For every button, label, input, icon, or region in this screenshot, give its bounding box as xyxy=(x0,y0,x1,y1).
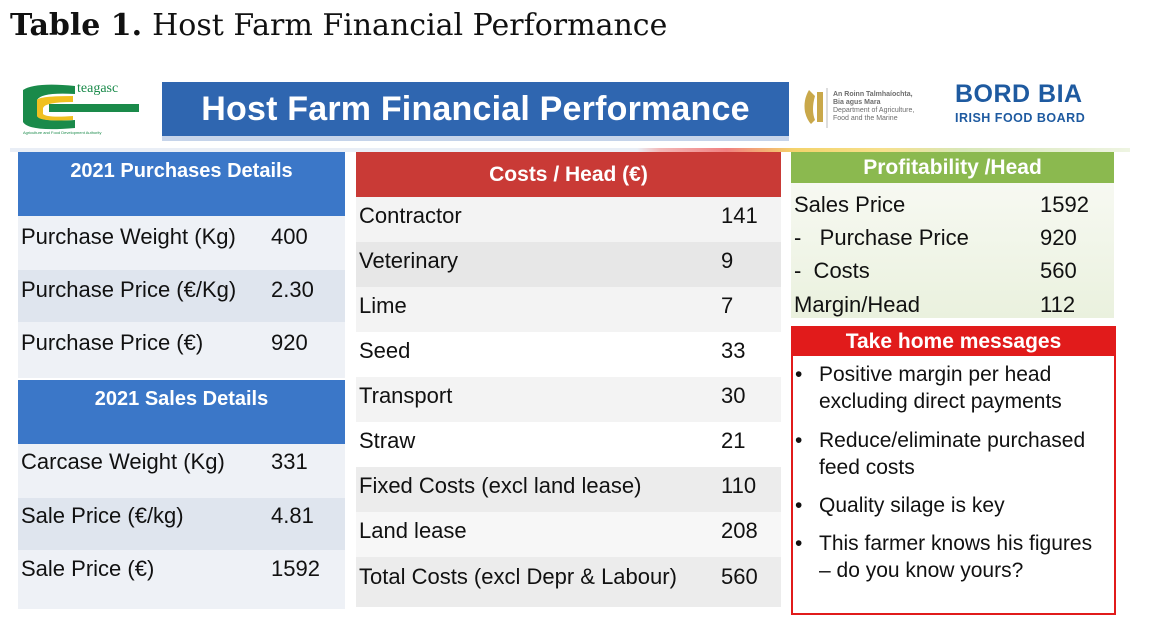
caption-label: Table 1. xyxy=(10,8,143,43)
message-text: Reduce/eliminate purchased feed costs xyxy=(819,429,1086,479)
message-text: Positive margin per head excluding direc… xyxy=(819,363,1062,413)
row-label: Land lease xyxy=(359,518,467,543)
table-row: - Purchase Price 920 xyxy=(794,225,1077,329)
band xyxy=(356,377,781,422)
take-home-messages-heading: Take home messages xyxy=(793,328,1114,356)
department-logo: An Roinn Talmhaíochta, Bia agus Mara Dep… xyxy=(804,88,914,128)
band xyxy=(18,498,345,550)
band xyxy=(356,422,781,467)
row-label: - Purchase Price xyxy=(794,225,969,250)
row-label: Carcase Weight (Kg) xyxy=(21,449,225,474)
row-label: Lime xyxy=(359,293,407,318)
band xyxy=(356,512,781,557)
row-value: 560 xyxy=(721,564,758,589)
band xyxy=(18,270,345,322)
row-label: Purchase Price (€/Kg) xyxy=(21,277,237,302)
band xyxy=(356,557,781,607)
row-label: Contractor xyxy=(359,203,462,228)
list-item: • Reduce/eliminate purchased feed costs xyxy=(795,427,1112,487)
band xyxy=(18,216,345,270)
dept-line-2: Bia agus Mara xyxy=(833,99,881,106)
row-label: Seed xyxy=(359,338,411,363)
teagasc-logo-text: teagasc xyxy=(77,81,118,96)
teagasc-tagline: Agriculture and Food Development Authori… xyxy=(23,130,102,135)
banner-title: Host Farm Financial Performance xyxy=(162,82,789,136)
bullet-icon: • xyxy=(795,494,803,517)
row-label: Straw xyxy=(359,428,416,453)
band xyxy=(356,242,781,287)
row-label: Veterinary xyxy=(359,248,459,273)
row-value: 331 xyxy=(271,449,308,474)
row-label: - Costs xyxy=(794,258,870,283)
row-value: 1592 xyxy=(1040,192,1089,217)
row-label: Sales Price xyxy=(794,192,906,217)
bullet-icon: • xyxy=(795,532,803,555)
teagasc-logo: teagasc Agriculture and Food Development… xyxy=(23,81,139,135)
bullet-icon: • xyxy=(795,363,803,386)
row-value: 1592 xyxy=(271,556,320,581)
purchases-sales-panel: 2021 Purchases Details Purchase Weight (… xyxy=(18,152,345,609)
row-label: Total Costs (excl Depr & Labour) xyxy=(359,564,677,589)
band xyxy=(356,197,781,242)
row-label: Purchase Weight (Kg) xyxy=(21,224,236,249)
profitability-panel xyxy=(791,183,1114,318)
band xyxy=(356,332,781,377)
profitability-heading: Profitability /Head xyxy=(791,152,1114,183)
row-value: 920 xyxy=(1040,225,1077,250)
message-text: This farmer knows his figures – do you k… xyxy=(819,532,1093,582)
purchases-heading: 2021 Purchases Details xyxy=(18,152,345,216)
band xyxy=(356,467,781,512)
row-value: 2.30 xyxy=(271,277,314,302)
list-item: • This farmer knows his figures – do you… xyxy=(795,530,1112,615)
costs-heading: Costs / Head (€) xyxy=(356,152,781,197)
row-value: 4.81 xyxy=(271,503,314,528)
band xyxy=(356,287,781,332)
row-label: Margin/Head xyxy=(794,292,920,317)
row-value: 400 xyxy=(271,224,308,249)
list-item: • Positive margin per head excluding dir… xyxy=(795,361,1112,421)
take-home-messages-box: Take home messages • Positive margin per… xyxy=(791,326,1116,615)
band xyxy=(18,322,345,378)
row-label: Transport xyxy=(359,383,453,408)
dept-line-1: An Roinn Talmhaíochta, xyxy=(833,91,913,98)
row-value: 7 xyxy=(721,293,734,318)
dept-line-3: Department of Agriculture, xyxy=(833,107,914,114)
bordbia-logo: BORD BIA IRISH FOOD BOARD xyxy=(955,80,1105,140)
costs-panel: Costs / Head (€) Contractor 141 Veterina… xyxy=(356,152,781,607)
color-strip xyxy=(10,148,1130,152)
row-value: 920 xyxy=(271,330,308,355)
dept-line-4: Food and the Marine xyxy=(833,115,898,122)
banner-stripe xyxy=(162,136,789,141)
row-value: 30 xyxy=(721,383,746,408)
list-item: • Quality silage is key xyxy=(795,492,1112,522)
caption-title: Host Farm Financial Performance xyxy=(152,8,668,43)
band xyxy=(18,444,345,498)
row-value: 21 xyxy=(721,428,746,453)
row-value: 110 xyxy=(721,473,757,498)
row-label: Sale Price (€) xyxy=(21,556,155,581)
bullet-icon: • xyxy=(795,429,803,452)
band xyxy=(18,550,345,609)
message-text: Quality silage is key xyxy=(819,494,1005,517)
row-label: Purchase Price (€) xyxy=(21,330,204,355)
row-value: 33 xyxy=(721,338,746,363)
row-label: Sale Price (€/kg) xyxy=(21,503,184,528)
bordbia-subtitle: IRISH FOOD BOARD xyxy=(955,111,1086,125)
row-value: 141 xyxy=(721,203,758,228)
row-label: Fixed Costs (excl land lease) xyxy=(359,473,642,498)
slide: teagasc Agriculture and Food Development… xyxy=(10,68,1130,620)
row-value: 560 xyxy=(1040,258,1077,283)
row-value: 9 xyxy=(721,248,734,273)
table-caption: Table 1. Host Farm Financial Performance xyxy=(10,8,667,43)
row-value: 112 xyxy=(1040,292,1076,317)
sales-heading: 2021 Sales Details xyxy=(18,380,345,444)
row-value: 208 xyxy=(721,518,758,543)
bordbia-name: BORD BIA xyxy=(955,80,1083,108)
